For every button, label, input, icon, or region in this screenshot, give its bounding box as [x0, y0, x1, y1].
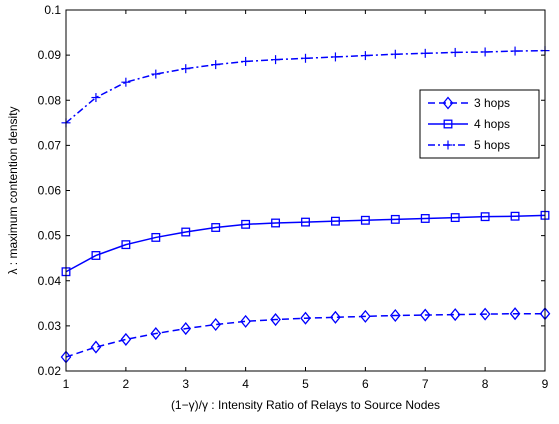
data-point-marker: [241, 219, 251, 229]
y-tick-label: 0.04: [38, 274, 62, 288]
data-point-marker: [120, 332, 132, 346]
legend: 3 hops 4 hops 5 hops: [419, 89, 540, 159]
y-tick-label: 0.02: [38, 364, 62, 378]
data-point-marker: [91, 251, 101, 260]
series-2: [61, 210, 550, 277]
data-point-marker: [420, 48, 430, 58]
y-axis-label: λ : maximum contention density: [6, 106, 20, 274]
data-point-marker: [480, 47, 490, 57]
data-point-marker: [509, 307, 521, 321]
series-3: [61, 46, 550, 128]
legend-entry: 3 hops: [428, 96, 510, 110]
y-tick-label: 0.03: [38, 319, 62, 333]
data-point-marker: [420, 214, 430, 223]
legend-marker: [442, 96, 454, 110]
data-point-marker: [360, 309, 371, 323]
x-tick-label: 2: [123, 377, 130, 391]
data-point-marker: [480, 212, 490, 222]
data-point-marker: [390, 214, 400, 224]
data-point-marker: [390, 49, 400, 59]
y-tick-label: 0.07: [38, 138, 62, 152]
series-line: [65, 312, 545, 358]
x-tick-label: 7: [422, 377, 429, 391]
x-tick-label: 3: [182, 377, 189, 391]
y-tick-label: 0.09: [38, 48, 62, 62]
ticks-layer: 1 2 3 4 5 6 7 8 9 0.02 0.03 0.04 0.05 0.06 0.07 0.08 0.0…: [38, 3, 549, 391]
data-point-marker: [181, 227, 191, 237]
legend-marker: [443, 140, 453, 150]
data-point-marker: [330, 216, 340, 226]
data-point-marker: [301, 53, 310, 63]
data-point-marker: [301, 217, 310, 227]
y-tick-label: 0.05: [38, 229, 62, 243]
x-tick-label: 4: [242, 377, 249, 391]
data-point-marker: [151, 232, 161, 242]
data-point-marker: [330, 52, 340, 62]
legend-label: 3 hops: [474, 96, 510, 110]
data-point-marker: [180, 322, 192, 336]
data-point-marker: [121, 77, 131, 87]
data-point-marker: [90, 340, 102, 354]
legend-entry: 5 hops: [428, 138, 510, 152]
x-tick-label: 5: [302, 377, 309, 391]
series-line: [65, 214, 546, 273]
data-point-marker: [510, 46, 520, 56]
legend-label: 5 hops: [474, 138, 510, 152]
data-point-marker: [211, 223, 221, 232]
plot-area-frame: [65, 9, 546, 372]
x-tick-label: 8: [482, 377, 489, 391]
data-point-marker: [271, 55, 281, 65]
series-layer: [60, 46, 551, 364]
series-1: [60, 307, 551, 364]
data-point-marker: [510, 211, 520, 221]
data-point-marker: [360, 215, 370, 225]
data-point-marker: [151, 69, 161, 79]
legend-marker: [443, 119, 453, 129]
x-axis-label: (1−γ)/γ : Intensity Ratio of Relays to S…: [171, 398, 440, 412]
data-point-marker: [181, 64, 191, 74]
data-point-marker: [300, 311, 311, 325]
data-point-marker: [121, 240, 131, 250]
legend-label: 4 hops: [474, 117, 510, 131]
x-tick-label: 9: [542, 377, 549, 391]
data-point-marker: [360, 51, 370, 61]
data-point-marker: [91, 93, 101, 103]
data-point-marker: [389, 308, 401, 323]
data-point-marker: [210, 317, 222, 332]
series-line: [65, 49, 546, 124]
data-point-marker: [240, 314, 251, 328]
data-point-marker: [479, 307, 491, 321]
legend-entry: 4 hops: [428, 117, 510, 131]
data-point-marker: [450, 213, 460, 223]
y-tick-label: 0.08: [38, 93, 62, 107]
x-tick-label: 1: [63, 377, 70, 391]
data-point-marker: [330, 310, 341, 324]
data-point-marker: [419, 308, 431, 322]
data-point-marker: [271, 218, 281, 228]
x-tick-label: 6: [362, 377, 369, 391]
data-point-marker: [270, 313, 281, 327]
data-point-marker: [449, 308, 461, 322]
data-point-marker: [150, 327, 162, 341]
y-tick-label: 0.06: [38, 184, 62, 198]
y-tick-label: 0.1: [44, 3, 61, 17]
data-point-marker: [241, 56, 251, 66]
data-point-marker: [211, 60, 221, 70]
data-point-marker: [450, 47, 460, 57]
